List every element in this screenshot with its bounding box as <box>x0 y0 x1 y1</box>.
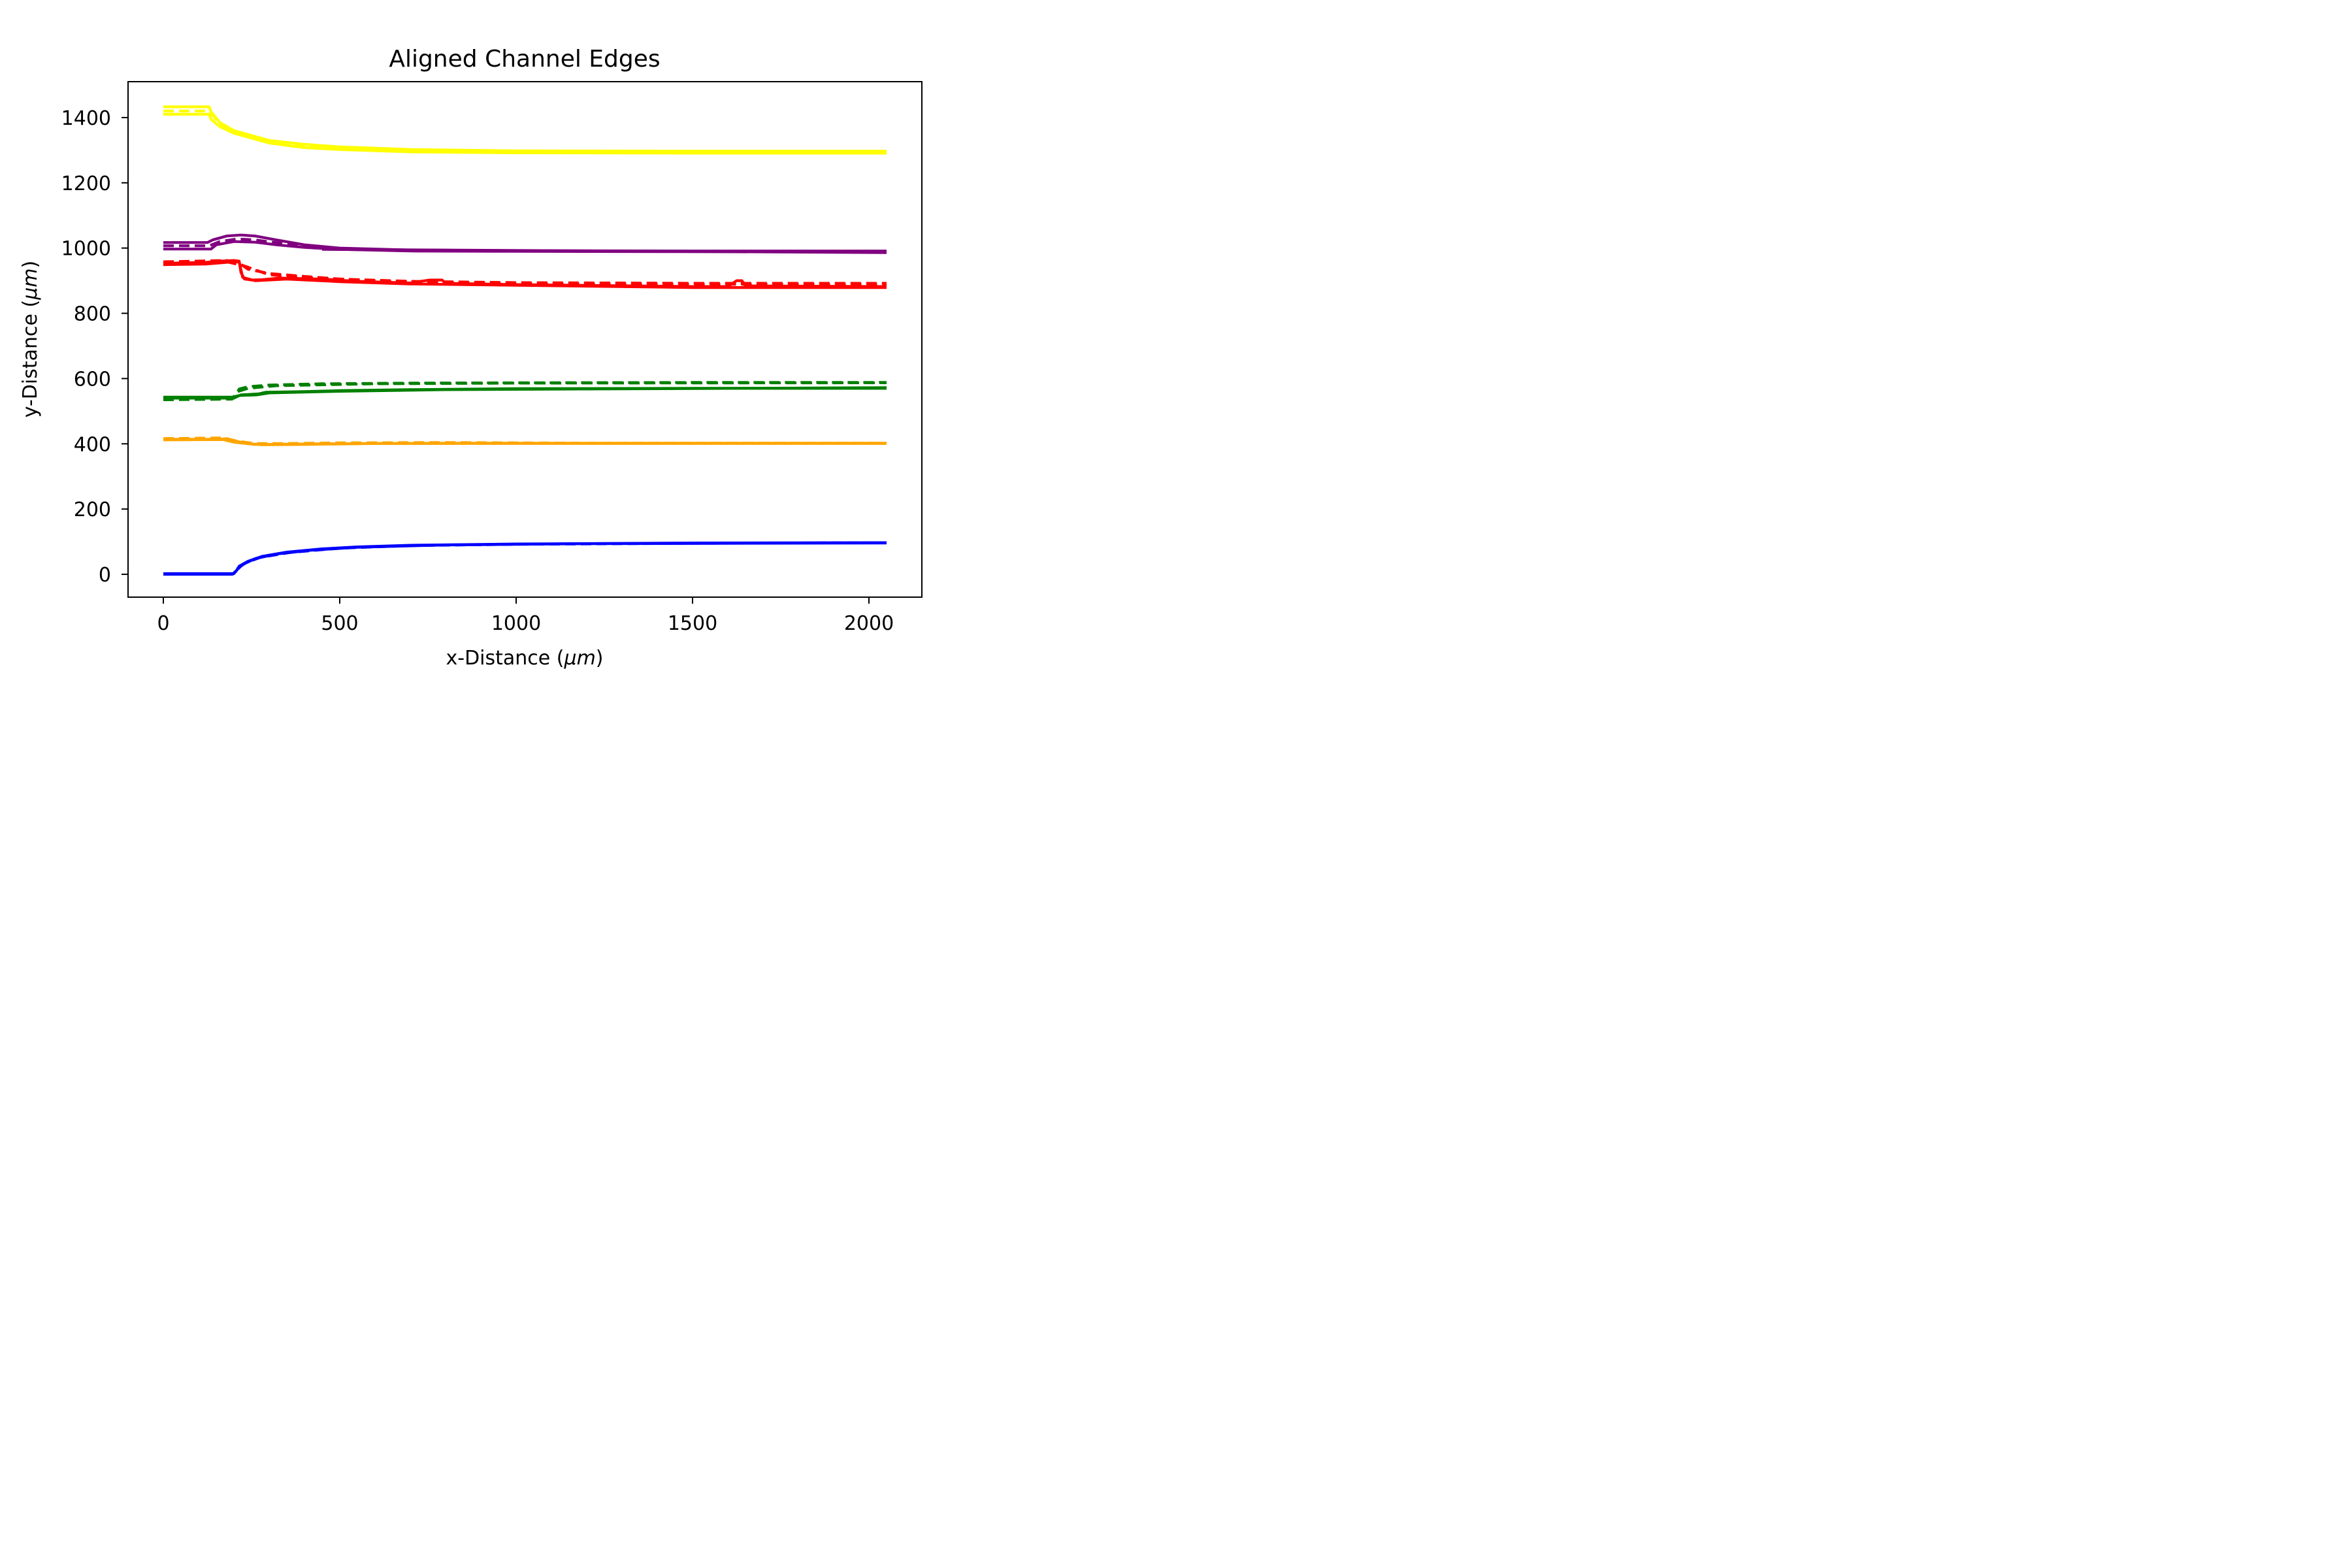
plot-area <box>163 105 887 576</box>
x-tick-label: 1000 <box>491 612 541 635</box>
x-tick-label: 0 <box>157 612 169 635</box>
chart-svg: Aligned Channel Edges 0 500 1000 1500 2000 0… <box>0 0 1019 679</box>
y-axis-label: y-Distance (μm) <box>19 261 42 418</box>
series-line-18 <box>163 436 887 445</box>
y-tick-label: 1000 <box>61 238 111 261</box>
plot-frame <box>127 81 923 598</box>
x-tick-label: 1500 <box>668 612 717 635</box>
series-line-3 <box>163 109 887 154</box>
chart-title: Aligned Channel Edges <box>389 46 660 73</box>
x-tick-label: 2000 <box>844 612 894 635</box>
y-tick-label: 1400 <box>61 107 111 130</box>
y-tick-label: 1200 <box>61 172 111 195</box>
chart: Aligned Channel Edges 0 500 1000 1500 2000 0… <box>0 0 1019 679</box>
x-tick-label: 500 <box>321 612 358 635</box>
series-line-11 <box>163 260 887 286</box>
y-tick-label: 0 <box>99 564 111 587</box>
x-axis-label: x-Distance (μm) <box>446 647 603 670</box>
x-axis: 0 500 1000 1500 2000 <box>157 597 894 635</box>
y-tick-label: 800 <box>74 303 111 326</box>
y-tick-label: 600 <box>74 368 111 391</box>
series-line-7 <box>321 248 887 254</box>
y-tick-label: 200 <box>74 498 111 521</box>
y-tick-label: 400 <box>74 433 111 456</box>
series-line-15 <box>163 381 887 401</box>
y-axis: 0 200 400 600 800 1000 1200 1400 <box>61 107 128 587</box>
series-line-21 <box>163 541 887 576</box>
